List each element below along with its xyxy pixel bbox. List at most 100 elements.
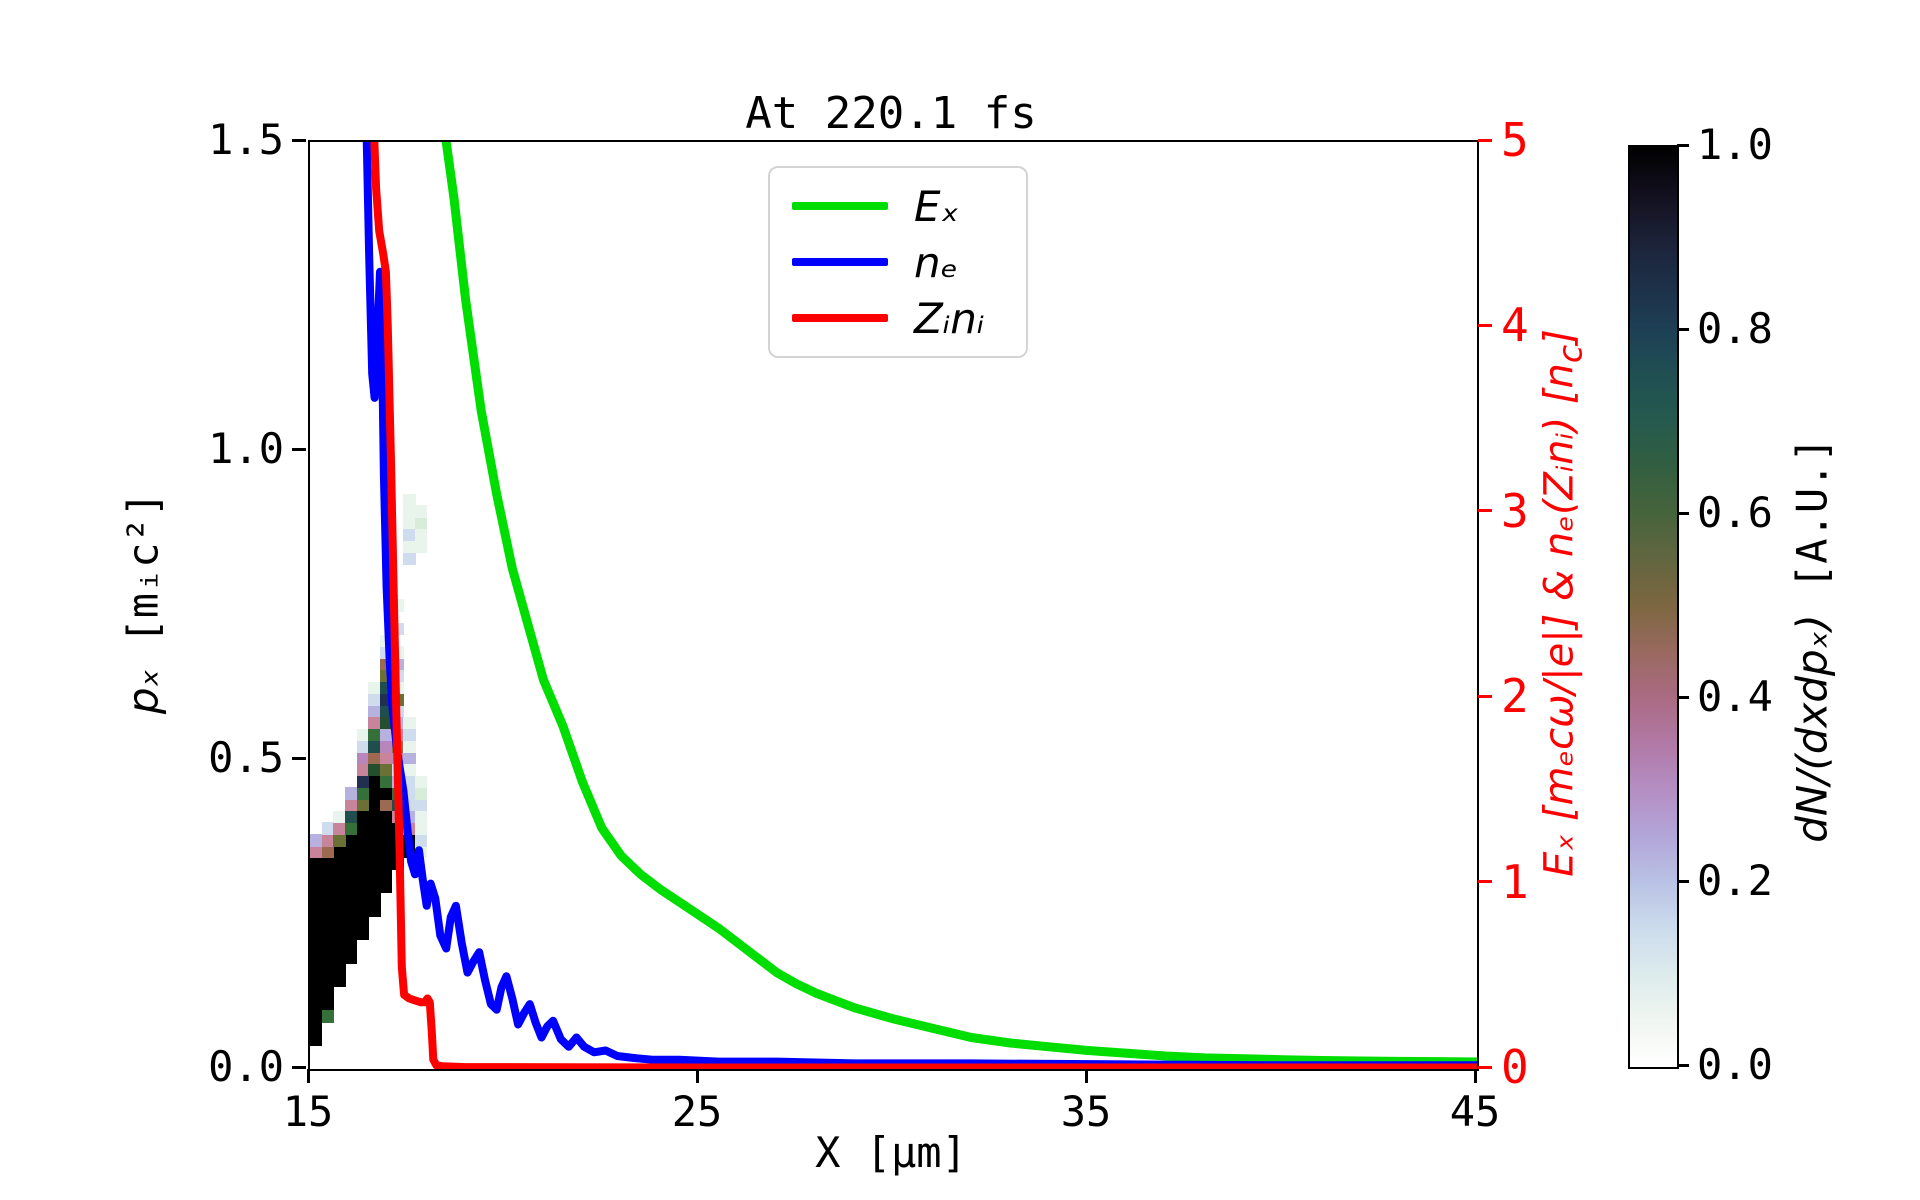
hist-cell	[310, 904, 323, 917]
hist-cell	[380, 787, 393, 800]
colorbar-tick	[1677, 879, 1689, 883]
hist-cell	[333, 904, 346, 917]
hist-cell	[380, 845, 393, 859]
hist-cell	[321, 951, 334, 964]
hist-cell	[415, 775, 428, 788]
hist-cell	[415, 810, 428, 824]
y-right-tick	[1478, 1065, 1492, 1069]
hist-cell	[380, 822, 393, 835]
legend-line-ne-swatch	[792, 258, 888, 266]
hist-cell	[368, 787, 381, 800]
hist-cell	[415, 505, 428, 518]
hist-cell	[310, 845, 323, 859]
legend-item-ex: Eₓ	[792, 182, 1004, 231]
hist-cell	[356, 904, 369, 917]
hist-cell	[368, 822, 381, 835]
hist-cell	[310, 998, 323, 1011]
phase-space-histogram	[310, 142, 1477, 1069]
hist-cell	[321, 845, 334, 859]
hist-cell	[356, 869, 369, 882]
hist-cell	[380, 834, 393, 847]
series-Ex	[441, 142, 1477, 1067]
colorbar-tick	[1677, 695, 1689, 699]
hist-cell	[333, 951, 346, 964]
hist-cell	[368, 752, 381, 765]
x-tick-label: 45	[1449, 1087, 1501, 1136]
hist-cell	[368, 775, 381, 788]
line-series-layer	[362, 142, 1477, 1069]
hist-cell	[415, 798, 428, 812]
hist-cell	[333, 963, 346, 976]
hist-cell	[380, 775, 393, 788]
hist-cell	[356, 787, 369, 800]
hist-cell	[368, 869, 381, 882]
hist-cell	[321, 822, 334, 835]
hist-cell	[403, 728, 416, 741]
hist-cell	[403, 540, 416, 553]
y-right-tick	[1478, 509, 1492, 513]
y-right-tick	[1478, 138, 1492, 142]
y-left-tick	[292, 447, 306, 451]
hist-cell	[380, 728, 393, 741]
hist-cell	[368, 705, 381, 718]
y-left-tick-label: 0.5	[208, 733, 284, 782]
hist-cell	[310, 928, 323, 941]
hist-cell	[333, 892, 346, 906]
y-right-tick	[1478, 323, 1492, 327]
plot-area: Eₓ nₑ Zᵢnᵢ	[308, 140, 1479, 1071]
colorbar-tick	[1677, 1063, 1689, 1067]
legend-label-ne: nₑ	[914, 237, 959, 287]
hist-cell	[310, 869, 323, 882]
y-left-tick-label: 1.5	[208, 115, 284, 164]
legend-label-ex: Eₓ	[914, 181, 960, 231]
hist-cell	[403, 740, 416, 753]
y-axis-label-right: Eₓ [mₑcω/|e|] & nₑ(Zᵢnᵢ) [nc]	[1536, 329, 1590, 877]
x-tick-label: 15	[282, 1087, 334, 1136]
y-right-tick-label: 1	[1501, 854, 1529, 909]
hist-cell	[310, 975, 323, 988]
hist-cell	[345, 928, 358, 941]
hist-cell	[345, 869, 358, 882]
y-right-tick-label: 2	[1501, 669, 1529, 724]
x-tick-label: 35	[1060, 1087, 1112, 1136]
hist-cell	[380, 752, 393, 765]
hist-cell	[321, 928, 334, 941]
hist-cell	[310, 916, 323, 929]
hist-cell	[415, 517, 428, 530]
hist-cell	[403, 752, 416, 765]
x-tick	[306, 1069, 310, 1083]
hist-cell	[345, 822, 358, 835]
series-Zini	[370, 142, 1477, 1069]
hist-cell	[345, 845, 358, 859]
legend: Eₓ nₑ Zᵢnᵢ	[768, 166, 1028, 358]
hist-cell	[310, 963, 323, 976]
y-left-tick	[292, 1065, 306, 1069]
hist-cell	[403, 528, 416, 542]
hist-cell	[345, 951, 358, 964]
hist-cell	[380, 763, 393, 777]
colorbar-tick-label: 0.2	[1697, 856, 1773, 905]
hist-cell	[321, 986, 334, 1000]
colorbar-tick	[1677, 327, 1689, 331]
hist-cell	[321, 904, 334, 917]
hist-cell	[321, 881, 334, 894]
hist-cell	[333, 834, 346, 847]
hist-cell	[310, 1033, 323, 1047]
y-right-tick	[1478, 694, 1492, 698]
hist-cell	[403, 505, 416, 518]
hist-cell	[321, 963, 334, 976]
hist-cell	[310, 986, 323, 1000]
legend-item-zini: Zᵢnᵢ	[792, 294, 1004, 343]
hist-cell	[403, 493, 416, 506]
hist-cell	[345, 787, 358, 800]
hist-cell	[333, 916, 346, 929]
hist-cell	[333, 975, 346, 988]
hist-cell	[403, 716, 416, 730]
hist-cell	[321, 1010, 334, 1023]
hist-cell	[368, 904, 381, 917]
hist-cell	[368, 681, 381, 694]
colorbar-tick-label: 0.8	[1697, 304, 1773, 353]
hist-cell	[356, 728, 369, 741]
hist-cell	[356, 798, 369, 812]
hist-cell	[345, 904, 358, 917]
